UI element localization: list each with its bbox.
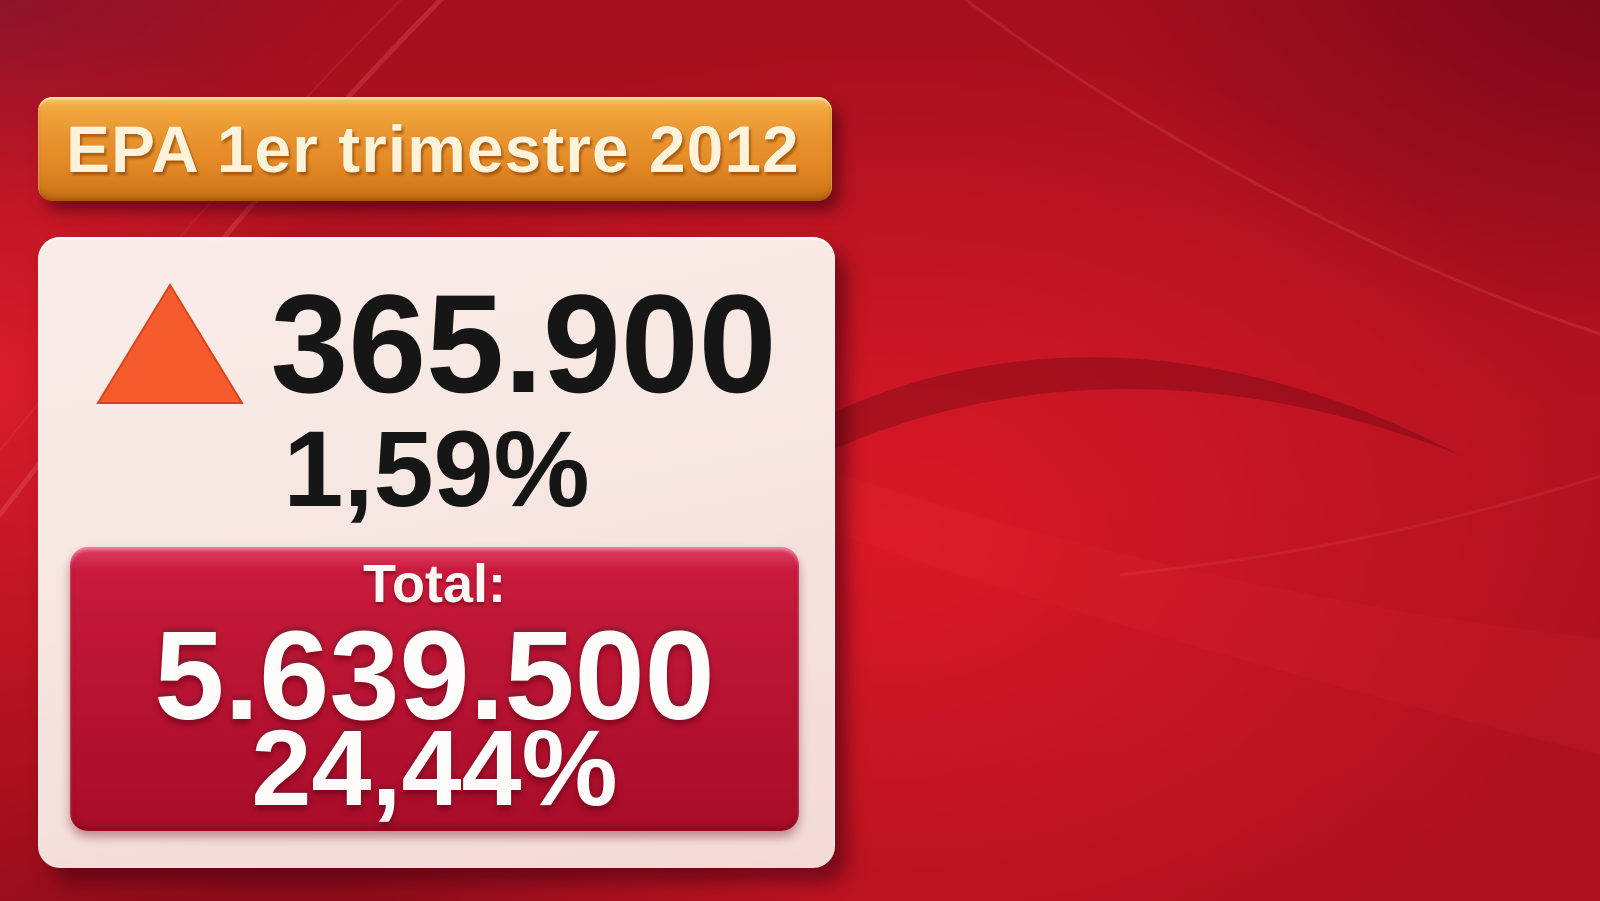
up-triangle-icon <box>96 283 245 405</box>
total-label: Total: <box>363 554 506 614</box>
total-box: Total: 5.639.500 24,44% <box>70 547 799 831</box>
data-card: 365.900 1,59% Total: 5.639.500 24,44% <box>38 237 835 868</box>
total-value: 5.639.500 <box>154 605 715 746</box>
banner-title: EPA 1er trimestre 2012 <box>66 112 800 186</box>
change-value: 365.900 <box>270 265 777 422</box>
change-percent: 1,59% <box>283 408 590 529</box>
total-percent: 24,44% <box>251 707 618 828</box>
change-row: 365.900 <box>38 271 835 417</box>
header-banner: EPA 1er trimestre 2012 <box>38 97 832 201</box>
